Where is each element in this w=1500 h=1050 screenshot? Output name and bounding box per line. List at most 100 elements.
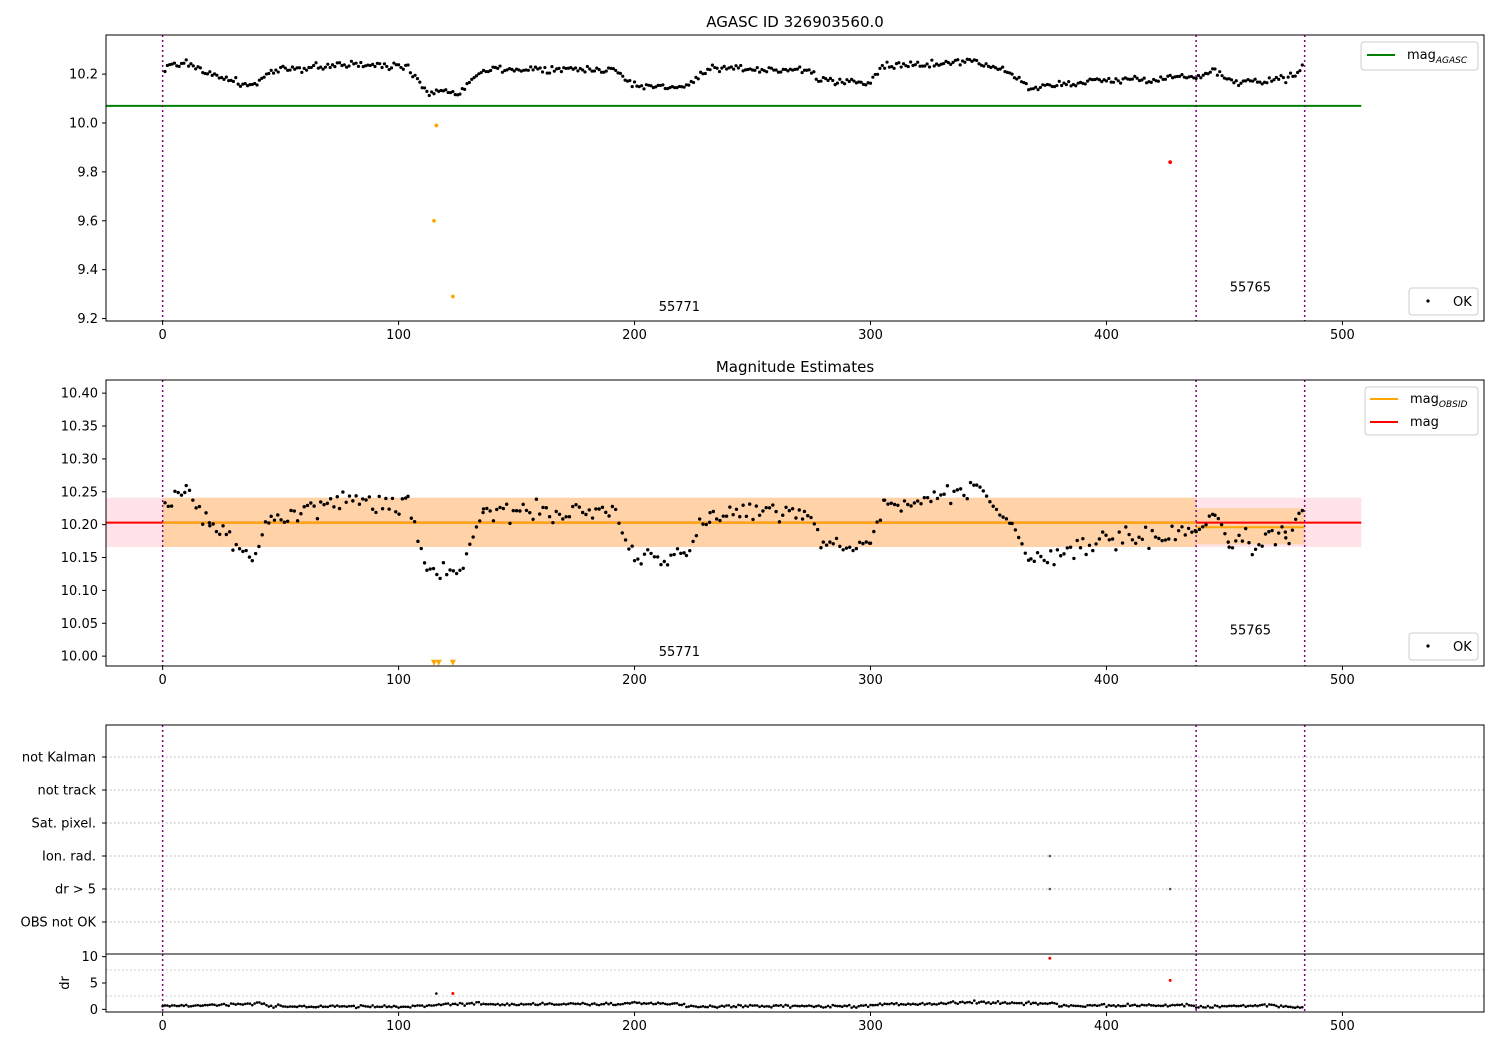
data-point (179, 61, 184, 66)
data-point (809, 71, 814, 75)
dr-point (652, 1002, 655, 1006)
data-point (747, 502, 752, 506)
data-point (1116, 79, 1120, 83)
data-point (187, 488, 192, 493)
dr-point (477, 1000, 481, 1004)
dr-point (335, 1004, 339, 1007)
data-point (1039, 554, 1043, 559)
dr-point (515, 1003, 518, 1007)
data-point (540, 70, 545, 74)
data-point (965, 57, 969, 61)
data-point (297, 66, 302, 70)
data-point (281, 64, 285, 68)
dr-point (1076, 1004, 1080, 1008)
data-point (1134, 541, 1138, 545)
data-point (819, 79, 823, 83)
dr-point (406, 1005, 410, 1009)
data-point (710, 63, 715, 67)
dr-point (788, 1006, 792, 1009)
data-point (1232, 81, 1236, 85)
dr-point (859, 1004, 863, 1007)
dr-point (803, 1004, 806, 1008)
data-point (326, 62, 330, 66)
legend-agasc: magAGASC (1360, 41, 1479, 71)
data-point (1237, 83, 1241, 88)
dr-point (883, 1002, 886, 1005)
data-point (534, 497, 539, 501)
dr-point (1192, 1004, 1196, 1008)
dr-point (1131, 1003, 1134, 1007)
data-point (517, 68, 521, 72)
dr-point (824, 1005, 827, 1009)
data-point (1260, 544, 1264, 548)
data-point (684, 83, 689, 87)
dr-point (243, 1002, 247, 1006)
obsid-label: 55771 (659, 645, 700, 660)
dr-point (814, 1004, 818, 1008)
data-point (1090, 78, 1094, 82)
dr-point (734, 1005, 738, 1009)
data-point (774, 68, 778, 72)
data-point (397, 512, 401, 516)
dr-point (895, 1001, 898, 1005)
data-point (675, 547, 680, 551)
dr-point (286, 1005, 289, 1009)
dr-point (1128, 1004, 1132, 1008)
data-point (1234, 539, 1238, 543)
dr-point (857, 1004, 861, 1008)
data-point (1083, 82, 1087, 86)
data-point (701, 72, 705, 76)
data-point (642, 552, 647, 556)
dr-point (239, 1002, 242, 1006)
data-point (387, 67, 391, 72)
data-point (1253, 547, 1258, 552)
dr-point (161, 1004, 164, 1008)
data-point (524, 68, 528, 72)
data-point (1300, 63, 1304, 67)
data-point (707, 520, 712, 524)
dr-point (1013, 1001, 1016, 1005)
data-point (290, 65, 295, 69)
data-point (627, 547, 631, 551)
data-point (824, 543, 829, 547)
dr-point (689, 1004, 693, 1008)
data-point (227, 530, 232, 534)
dr-point (826, 1004, 830, 1008)
data-point (255, 83, 259, 87)
legend-mag-agasc: magAGASC (1407, 48, 1468, 66)
data-point (349, 59, 353, 63)
data-point (1206, 72, 1210, 76)
data-point (370, 507, 375, 511)
data-point (857, 540, 862, 544)
dr-point (928, 1001, 931, 1005)
dr-point (187, 1005, 190, 1008)
data-point (649, 84, 653, 88)
dr-point (996, 1000, 1000, 1003)
limit-marker (449, 659, 456, 666)
data-point (253, 81, 257, 86)
data-point (1180, 73, 1184, 77)
data-point (892, 502, 897, 507)
dr-point (1251, 1004, 1255, 1008)
dr-point (956, 1002, 960, 1006)
dr-point (446, 1002, 450, 1005)
data-point (734, 507, 739, 511)
dr-point (1190, 1004, 1193, 1007)
data-point (425, 89, 429, 93)
data-point (848, 545, 852, 549)
dr-point (1086, 1003, 1089, 1007)
data-point (993, 66, 998, 70)
dr-point (914, 1003, 917, 1006)
data-point (435, 572, 439, 577)
data-point (208, 70, 212, 74)
dr-point (1216, 1004, 1219, 1008)
dr-point (170, 1004, 174, 1007)
dr-point (180, 1003, 183, 1007)
data-point (489, 68, 493, 73)
dr-point (366, 1005, 370, 1008)
data-point (543, 65, 547, 70)
data-point (604, 510, 608, 515)
data-point (522, 68, 526, 72)
dr-point (206, 1003, 209, 1007)
data-point (981, 489, 985, 493)
